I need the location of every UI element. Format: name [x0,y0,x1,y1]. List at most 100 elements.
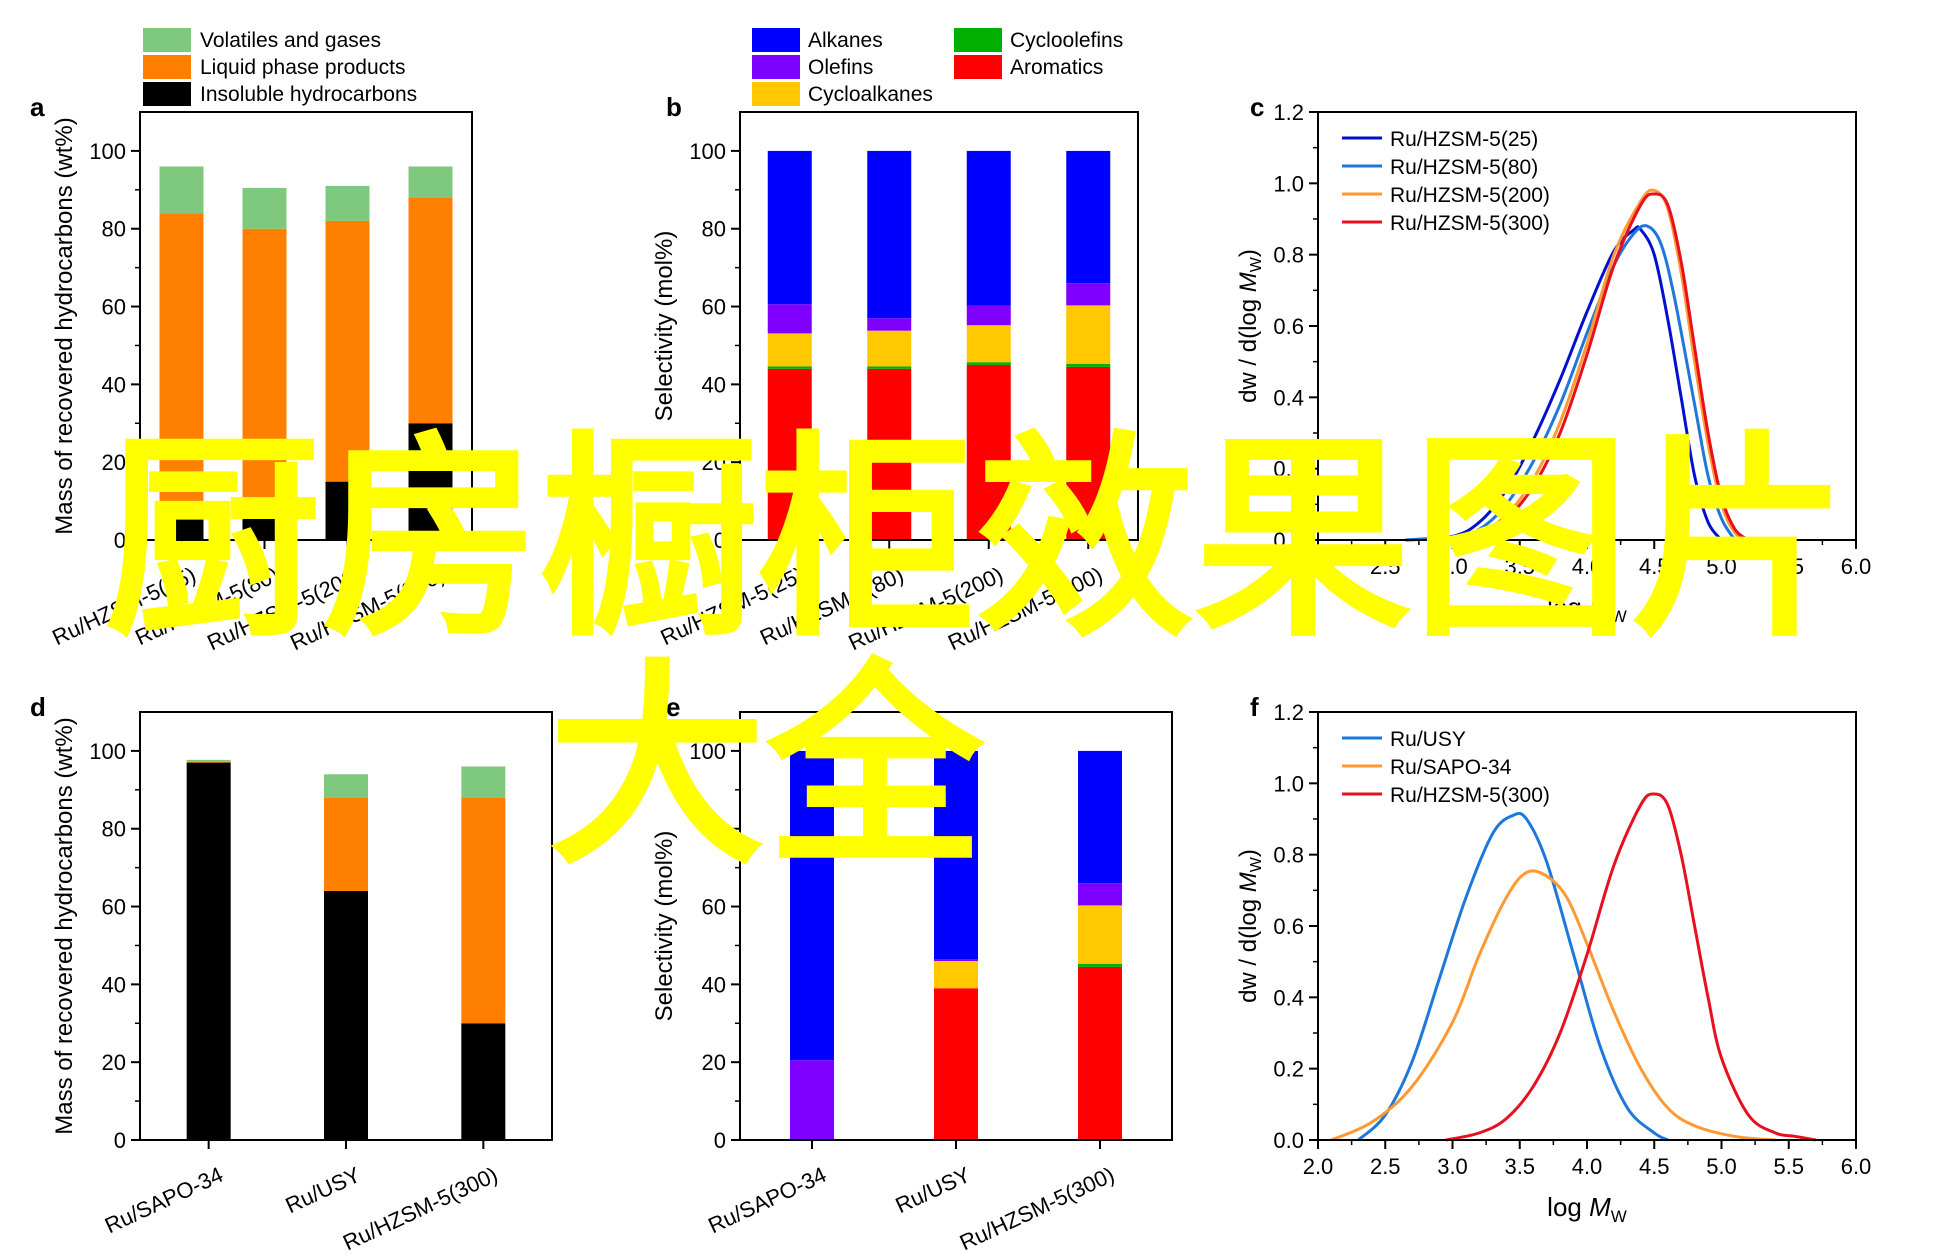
series-line-sapo [1330,869,1776,1142]
bar-segment-alkanes [767,150,812,305]
panel-b: Ru/HZSM-5(25)Ru/HZSM-5(80)Ru/HZSM-5(200)… [651,92,1139,655]
series-line-hz200 [1445,188,1750,542]
y-tick-label: 40 [702,972,726,997]
x-tick-label: 4.5 [1639,554,1670,579]
x-tick-label: Ru/HZSM-5(300) [956,1162,1118,1255]
legend-entry: Ru/HZSM-5(80) [1390,156,1538,179]
y-tick-label: 1.0 [1273,771,1304,796]
bar-segment-olefins [790,1060,834,1140]
x-tick-label: 4.0 [1572,1154,1603,1179]
y-tick-label: 100 [89,139,126,164]
bar-segment-cycloolefins [767,366,812,369]
bar-segment-aromatics [966,364,1011,540]
bar-segment-liquid [159,213,204,517]
panel-label: a [30,92,45,122]
series-line-hz80 [1405,224,1737,542]
x-tick-label: 2.0 [1303,1154,1334,1179]
y-tick-label: 0.8 [1273,843,1304,868]
bar-segment-volatiles [408,166,453,198]
bar-segment-alkanes [934,750,978,960]
y-tick-label: 0 [114,528,126,553]
legend-entry: Ru/HZSM-5(300) [1390,212,1550,235]
y-tick-label: 0.6 [1273,914,1304,939]
y-tick-label: 60 [702,895,726,920]
x-tick-label: 5.0 [1706,554,1737,579]
y-tick-label: 40 [102,372,126,397]
y-tick-label: 0.0 [1273,528,1304,553]
x-tick-label: 3.5 [1504,554,1535,579]
series-line-usy [1357,811,1669,1142]
y-tick-label: 0 [714,528,726,553]
x-tick-label: 5.5 [1773,554,1804,579]
y-tick-label: 40 [102,972,126,997]
x-tick-label: 4.5 [1639,1154,1670,1179]
bar-segment-volatiles [159,166,204,214]
y-tick-label: 100 [89,739,126,764]
y-tick-label: 60 [102,295,126,320]
bar-segment-volatiles [325,185,370,221]
legend-entry: Ru/USY [1390,728,1466,751]
y-tick-label: 20 [102,1050,126,1075]
bar-segment-cycloalkanes [934,961,978,989]
series-line-hz300 [1445,792,1816,1142]
panel-label: c [1250,92,1264,122]
bar-segment-aromatics [934,988,978,1140]
y-tick-label: 80 [102,817,126,842]
bar-segment-liquid [325,220,370,482]
legend-swatch [752,55,800,79]
plot-frame [739,711,1173,1141]
bar-segment-aromatics [867,368,912,540]
y-tick-label: 80 [102,217,126,242]
y-axis-label: dw / d(log MW) [1235,249,1265,403]
panel-label: e [666,692,680,722]
plot-frame [739,111,1139,541]
y-axis-label: Mass of recovered hydrocarbons (wt%) [51,717,78,1135]
bar-segment-liquid [461,797,506,1024]
bar-segment-alkanes [1078,750,1122,884]
legend-entry: Cycloolefins [1010,29,1123,52]
legend-entry: Ru/SAPO-34 [1390,756,1512,779]
legend-entry: Alkanes [808,29,883,52]
x-tick-label: Ru/SAPO-34 [704,1162,830,1238]
legend-swatch [954,28,1002,52]
legend-entry: Cycloalkanes [808,83,933,106]
bar-segment-liquid [408,197,453,424]
bar-segment-cycloalkanes [867,330,912,367]
y-tick-label: 0.4 [1273,985,1304,1010]
panel-f: 0.0 0.2 0.4 0.6 0.8 1.0 1.2 dw / d(log MW) 2.0 2.… [1235,692,1871,1226]
series-line-hz25 [1405,225,1723,542]
panel-label: f [1250,692,1259,722]
bar-segment-insoluble [324,890,368,1140]
bar-segment-olefins [767,304,812,334]
y-tick-label: 0.4 [1273,385,1304,410]
x-tick-label: 2.0 [1303,554,1334,579]
y-tick-label: 40 [702,372,726,397]
panel-label: d [30,692,46,722]
x-tick-label: 2.5 [1370,1154,1401,1179]
legend-swatch [143,82,191,106]
bar-segment-volatiles [461,766,506,798]
bar-segment-liquid [324,797,368,891]
y-tick-label: 80 [702,817,726,842]
y-axis-label: Selectivity (mol%) [651,231,678,422]
legend-swatch [143,28,191,52]
y-tick-label: 100 [689,739,726,764]
legend-entry: Volatiles and gases [200,29,381,52]
legend-panel-b: Alkanes Olefins Cycloalkanes Cycloolefins Ar… [752,28,1123,106]
y-tick-label: 0.0 [1273,1128,1304,1153]
bar-segment-insoluble [408,423,453,540]
bar-segment-insoluble [186,762,231,1140]
bar-segment-alkanes [867,150,912,319]
x-tick-label: Ru/SAPO-34 [101,1162,227,1238]
x-tick-label: 5.5 [1773,1154,1804,1179]
bar-segment-olefins [934,959,978,962]
y-tick-label: 0.8 [1273,243,1304,268]
x-tick-label: 6.0 [1841,554,1872,579]
bar-segment-cycloalkanes [1078,905,1122,964]
x-tick-label: 2.5 [1370,554,1401,579]
bar-segment-cycloalkanes [1066,305,1111,364]
bar-segment-cycloolefins [1078,963,1122,967]
y-tick-label: 20 [702,1050,726,1075]
legend-entry: Ru/HZSM-5(300) [1390,784,1550,807]
x-axis-label: log MW [1547,592,1627,626]
